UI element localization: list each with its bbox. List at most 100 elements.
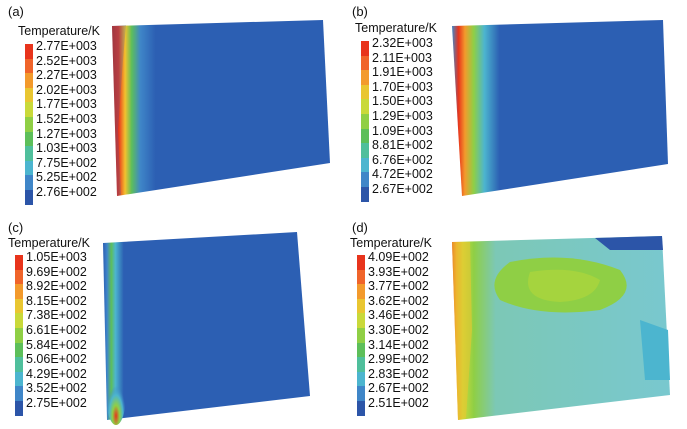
colorbar-segment [361,70,369,85]
panel-d-legend-title: Temperature/K [350,236,432,250]
panel-c-legend-title: Temperature/K [8,236,90,250]
colorbar-segment [15,386,23,401]
legend-value: 5.25E+002 [36,170,97,185]
legend-value: 3.62E+002 [368,293,429,308]
legend-value: 2.76E+002 [36,185,97,199]
colorbar-segment [15,342,23,358]
legend-value: 2.32E+003 [372,36,433,50]
legend-value: 2.27E+003 [36,68,97,83]
colorbar-segment [357,284,365,299]
panel-a-label: (a) [8,4,24,19]
colorbar-segment [25,146,33,161]
panel-d-label: (d) [352,220,368,235]
colorbar-segment [361,41,369,56]
legend-value: 9.69E+002 [26,264,87,279]
legend-value: 1.50E+003 [372,94,433,109]
legend-value: 1.29E+003 [372,109,433,123]
colorbar-segment [25,116,33,132]
legend-value: 2.52E+003 [36,53,97,68]
colorbar-segment [15,269,23,285]
panel-d-colorbar [357,255,365,416]
legend-value: 8.92E+002 [26,279,87,294]
colorbar-segment [25,73,33,88]
panel-c-label: (c) [8,220,24,235]
panel-b-colorbar [361,41,369,202]
legend-value: 2.75E+002 [26,396,87,410]
legend-value: 1.91E+003 [372,65,433,80]
legend-value: 2.51E+002 [368,396,429,410]
legend-value: 2.77E+003 [36,39,97,53]
colorbar-segment [15,284,23,299]
colorbar-segment [15,313,23,328]
legend-value: 6.61E+002 [26,323,87,337]
legend-value: 3.52E+002 [26,381,87,396]
colorbar-segment [15,357,23,372]
legend-value: 8.15E+002 [26,293,87,308]
colorbar-segment [357,313,365,328]
legend-value: 2.99E+002 [368,352,429,367]
legend-value: 2.11E+003 [372,50,432,65]
legend-value: 1.70E+003 [372,79,433,94]
legend-value: 4.72E+002 [372,167,433,182]
legend-value: 3.30E+002 [368,323,429,337]
colorbar-segment [15,255,23,270]
legend-value: 2.67E+002 [368,381,429,396]
colorbar-segment [361,99,369,114]
colorbar-segment [15,327,23,343]
legend-value: 7.75E+002 [36,155,97,170]
colorbar-segment [357,298,365,314]
legend-value: 3.46E+002 [368,308,429,323]
legend-value: 1.27E+003 [36,126,97,141]
legend-value: 7.38E+002 [26,308,87,323]
colorbar-segment [357,269,365,285]
colorbar-segment [361,128,369,144]
colorbar-segment [357,371,365,387]
legend-value: 1.77E+003 [36,97,97,112]
panel-a-legend-title: Temperature/K [18,24,100,38]
colorbar-segment [25,189,33,205]
colorbar-segment [25,58,33,74]
colorbar-segment [361,55,369,71]
legend-value: 4.09E+002 [368,250,429,264]
colorbar-segment [15,298,23,314]
colorbar-segment [15,400,23,416]
legend-value: 2.67E+002 [372,182,433,196]
colorbar-segment [361,84,369,100]
colorbar-segment [361,113,369,129]
panel-b-label: (b) [352,4,368,19]
colorbar-segment [361,186,369,202]
colorbar-segment [357,342,365,358]
legend-value: 6.76E+002 [372,152,433,167]
colorbar-segment [357,327,365,343]
colorbar-segment [25,87,33,103]
colorbar-segment [25,131,33,147]
colorbar-segment [361,172,369,187]
colorbar-segment [25,44,33,59]
legend-value: 1.09E+003 [372,123,433,138]
legend-value: 8.81E+002 [372,138,433,153]
panel-a-colorbar [25,44,33,205]
panel-c-colorbar [15,255,23,416]
colorbar-segment [357,255,365,270]
legend-value: 1.03E+003 [36,141,97,156]
colorbar-segment [361,143,369,158]
legend-value: 1.05E+003 [26,250,87,264]
legend-value: 3.14E+002 [368,337,429,352]
colorbar-segment [357,357,365,372]
legend-value: 5.84E+002 [26,337,87,352]
legend-value: 4.29E+002 [26,366,87,381]
colorbar-segment [361,157,369,173]
legend-value: 2.02E+003 [36,82,97,97]
panel-b-legend-title: Temperature/K [355,21,437,35]
legend-value: 1.52E+003 [36,112,97,126]
colorbar-segment [25,102,33,117]
legend-value: 3.77E+002 [368,279,429,294]
legend-value: 5.06E+002 [26,352,87,367]
legend-value: 3.93E+002 [368,264,429,279]
legend-value: 2.83E+002 [368,366,429,381]
colorbar-segment [357,400,365,416]
